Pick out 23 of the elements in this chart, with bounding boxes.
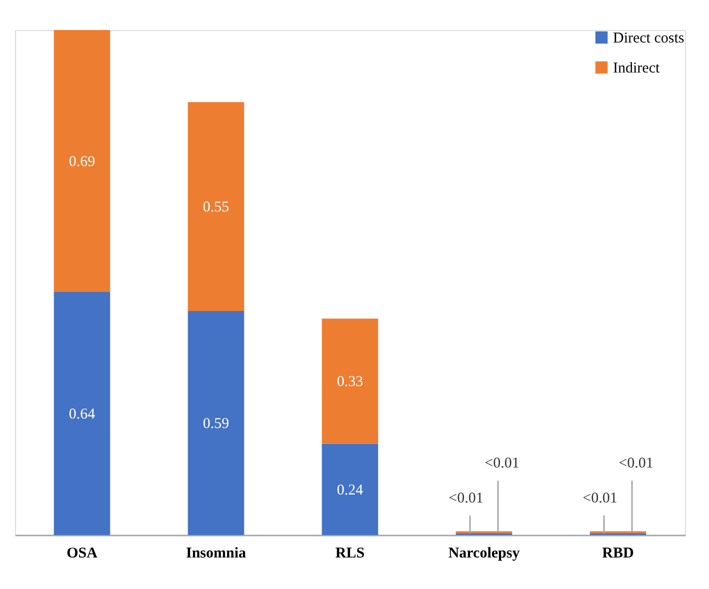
data-label: <0.01 <box>582 490 618 506</box>
bar <box>322 318 378 444</box>
legend-label: Indirect <box>613 60 660 76</box>
bar <box>188 102 244 311</box>
data-label: 0.59 <box>202 416 230 432</box>
data-label: 0.33 <box>336 374 364 390</box>
x-tick-label: Insomnia <box>186 546 247 562</box>
data-label: 0.64 <box>68 406 96 422</box>
data-label: 0.69 <box>68 154 96 170</box>
x-tick-label: RLS <box>335 546 365 562</box>
data-label: 0.55 <box>202 200 230 216</box>
bar <box>188 310 244 535</box>
data-label: <0.01 <box>618 456 654 472</box>
data-label: <0.01 <box>484 456 520 472</box>
data-label: 0.24 <box>336 482 364 498</box>
bar <box>54 30 110 292</box>
bar <box>322 444 378 535</box>
data-label: <0.01 <box>448 490 484 506</box>
x-tick-label: OSA <box>66 546 98 562</box>
x-tick-label: Narcolepsy <box>448 546 520 562</box>
x-tick-label: RBD <box>602 546 634 562</box>
legend-label: Direct costs <box>613 30 684 46</box>
bar <box>54 292 110 535</box>
